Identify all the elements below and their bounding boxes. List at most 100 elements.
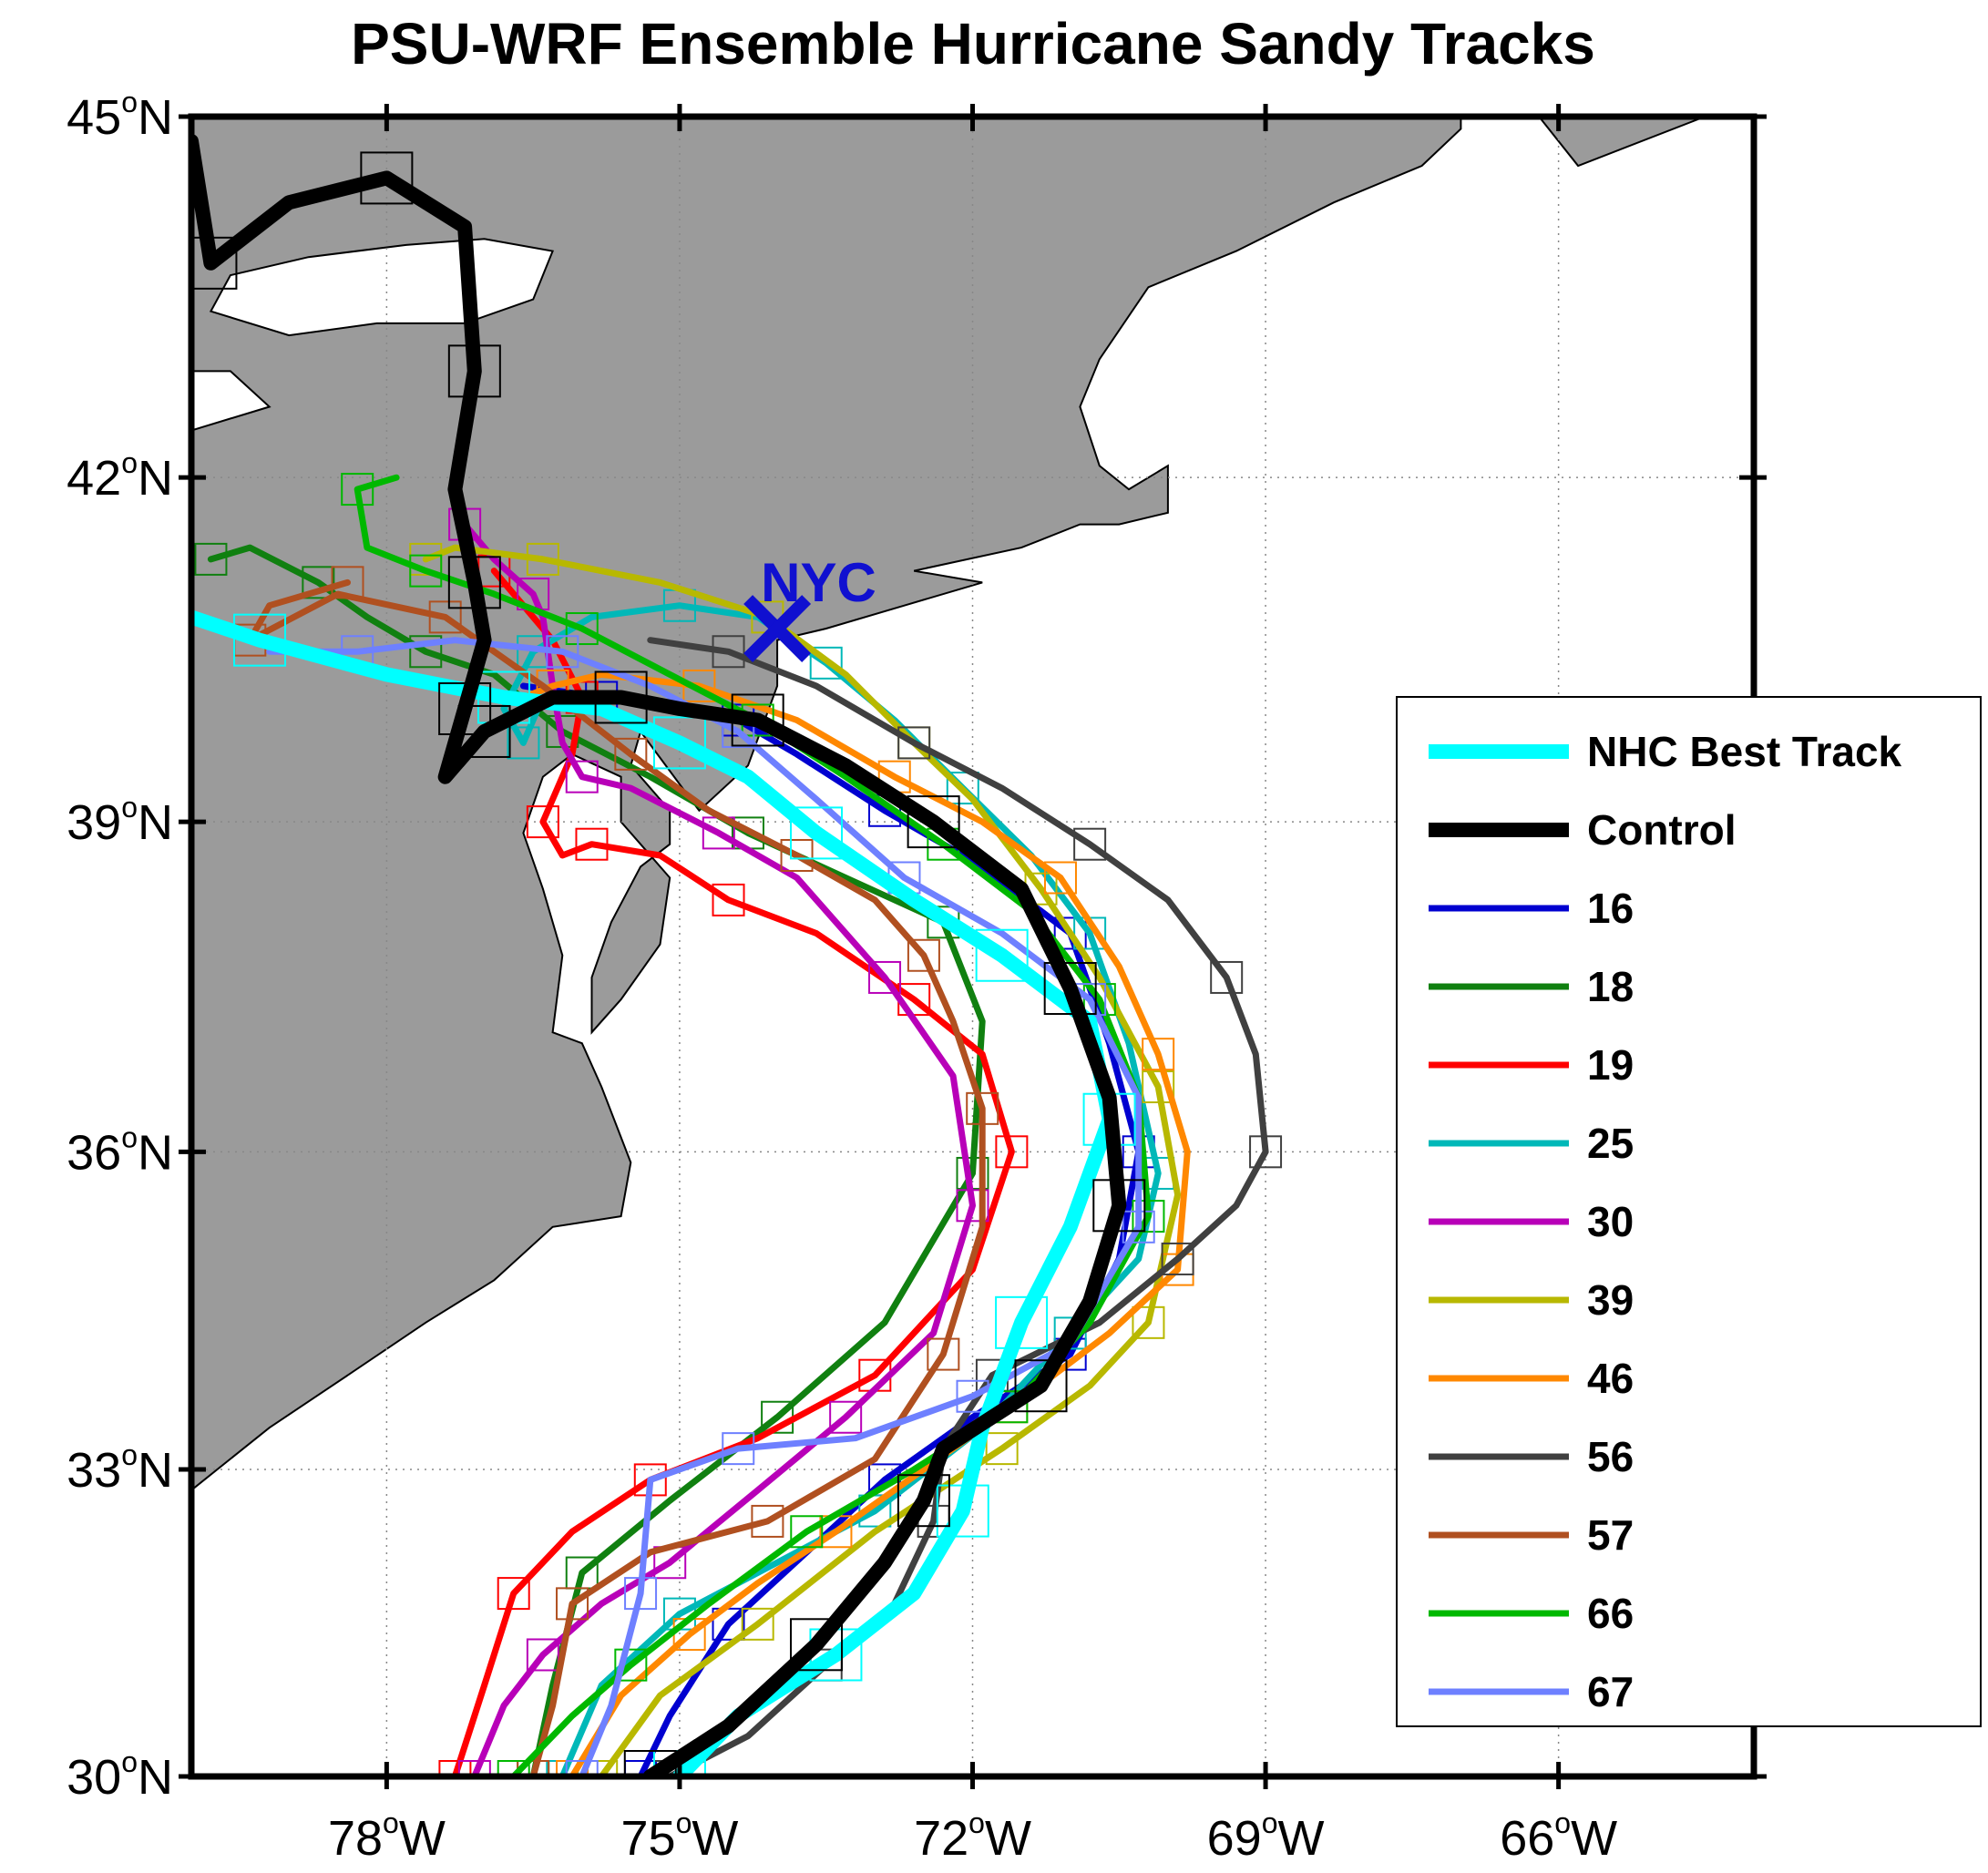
track-point-marker [624,1760,658,1776]
axis-ticks: 78oW 75oW 72oW 69oW 66oW30oN33oN36oN39oN42oN… [67,86,1767,1866]
hemisphere-letter: W [985,1811,1031,1866]
track-point-marker [956,1189,989,1223]
legend-label-30: 30 [1587,1198,1634,1245]
track-point-marker [722,1432,755,1466]
track-point-marker [1142,1070,1175,1104]
city-x-marker [743,595,812,662]
city-marker: NYC [743,552,876,662]
lat-tick-label-42N: 42oN [67,446,173,506]
lon-tick-label-78W: 78oW [328,1806,446,1866]
track-point-marker [995,1295,1049,1349]
track-point-marker [233,613,287,667]
track-point-marker [1043,962,1097,1016]
ensemble-tracks [191,134,1283,1776]
track-point-marker [741,1607,774,1641]
track-point-marker [624,1577,658,1611]
degree-symbol: o [121,1438,138,1471]
city-label-nyc: NYC [761,552,876,613]
track-point-marker [360,151,414,205]
degree-symbol: o [676,1806,692,1839]
track-point-marker [497,1577,530,1611]
hemisphere-letter: N [138,451,173,506]
lake-polygon-1 [191,370,272,432]
lat-tick-label-45N: 45oN [67,86,173,145]
track-point-marker [1053,916,1087,950]
hemisphere-letter: W [1571,1811,1617,1866]
track-point-marker [897,726,931,760]
track-point-marker [302,566,335,599]
track-line-19 [451,568,1015,1776]
track-point-marker [428,600,462,634]
track-point-marker [447,556,501,609]
track-point-marker [447,344,501,398]
lat-tick-label-30N: 30oN [67,1745,173,1805]
track-control [191,134,1146,1776]
track-point-marker [623,1750,677,1776]
degree-symbol: o [121,86,138,118]
track-line-nhc-best-track [191,609,1117,1776]
degree-symbol: o [968,1806,985,1839]
track-point-marker [614,1648,648,1682]
track-point-marker [829,1400,863,1434]
hemisphere-letter: W [1278,1811,1325,1866]
track-point-marker [438,681,492,735]
track-line-66 [354,474,1152,1776]
hemisphere-letter: N [138,795,173,850]
legend-label-67: 67 [1587,1668,1634,1715]
track-point-marker [517,1760,550,1776]
track-point-marker [712,883,745,916]
track-point-marker [1142,1038,1175,1071]
track-point-marker [790,1618,843,1672]
track-point-marker [1161,1242,1194,1275]
track-point-marker [565,1760,599,1776]
track-point-marker [907,795,960,849]
track-point-marker [546,635,579,669]
track-point-marker [780,838,814,872]
track-point-marker [712,635,745,669]
track-point-marker [341,473,374,507]
legend-label-nhc-best-track: NHC Best Track [1587,728,1902,775]
degree-symbol: o [1554,1806,1571,1839]
track-point-marker [1092,1179,1146,1233]
track-point-marker [409,554,443,588]
lon-tick-label-66W: 66oW [1500,1806,1617,1866]
legend-label-66: 66 [1587,1590,1634,1637]
hemisphere-letter: N [138,1750,173,1805]
track-point-marker [985,1432,1019,1466]
degree-symbol: o [121,1121,138,1153]
track-point-marker [868,960,902,994]
lat-tick-label-39N: 39oN [67,791,173,850]
legend-label-16: 16 [1587,885,1634,932]
legend-label-18: 18 [1587,963,1634,1010]
track-point-marker [526,542,559,576]
track-point-marker [575,827,609,861]
track-point-marker [1249,1135,1283,1169]
track-point-marker [409,635,443,669]
track-point-marker [966,1091,999,1125]
hemisphere-letter: N [138,1443,173,1498]
track-point-marker [614,737,648,771]
legend-label-25: 25 [1587,1120,1634,1167]
track-point-marker [457,704,511,758]
track-point-marker [556,1587,589,1621]
hemisphere-letter: W [399,1811,446,1866]
degree-symbol: o [121,446,138,479]
track-point-marker [790,806,843,860]
lon-tick-label-69W: 69oW [1207,1806,1325,1866]
track-line-57 [246,578,986,1776]
legend: NHC Best Track Control 16 18 19 25 30 39 46 56 57 6… [1396,696,1982,1727]
track-point-marker [565,612,599,646]
figure-title: PSU-WRF Ensemble Hurricane Sandy Tracks [351,11,1595,77]
track-point-marker [1132,1200,1165,1233]
track-point-marker [507,726,540,760]
land-polygon-2 [1537,117,1706,168]
track-line-control [191,134,1127,1776]
track-57 [233,566,999,1776]
hemisphere-letter: N [138,90,173,145]
track-point-marker [995,1135,1029,1169]
legend-label-57: 57 [1587,1511,1634,1559]
track-point-marker [438,1760,472,1776]
legend-label-control: Control [1587,806,1737,854]
track-point-marker [751,1504,784,1538]
